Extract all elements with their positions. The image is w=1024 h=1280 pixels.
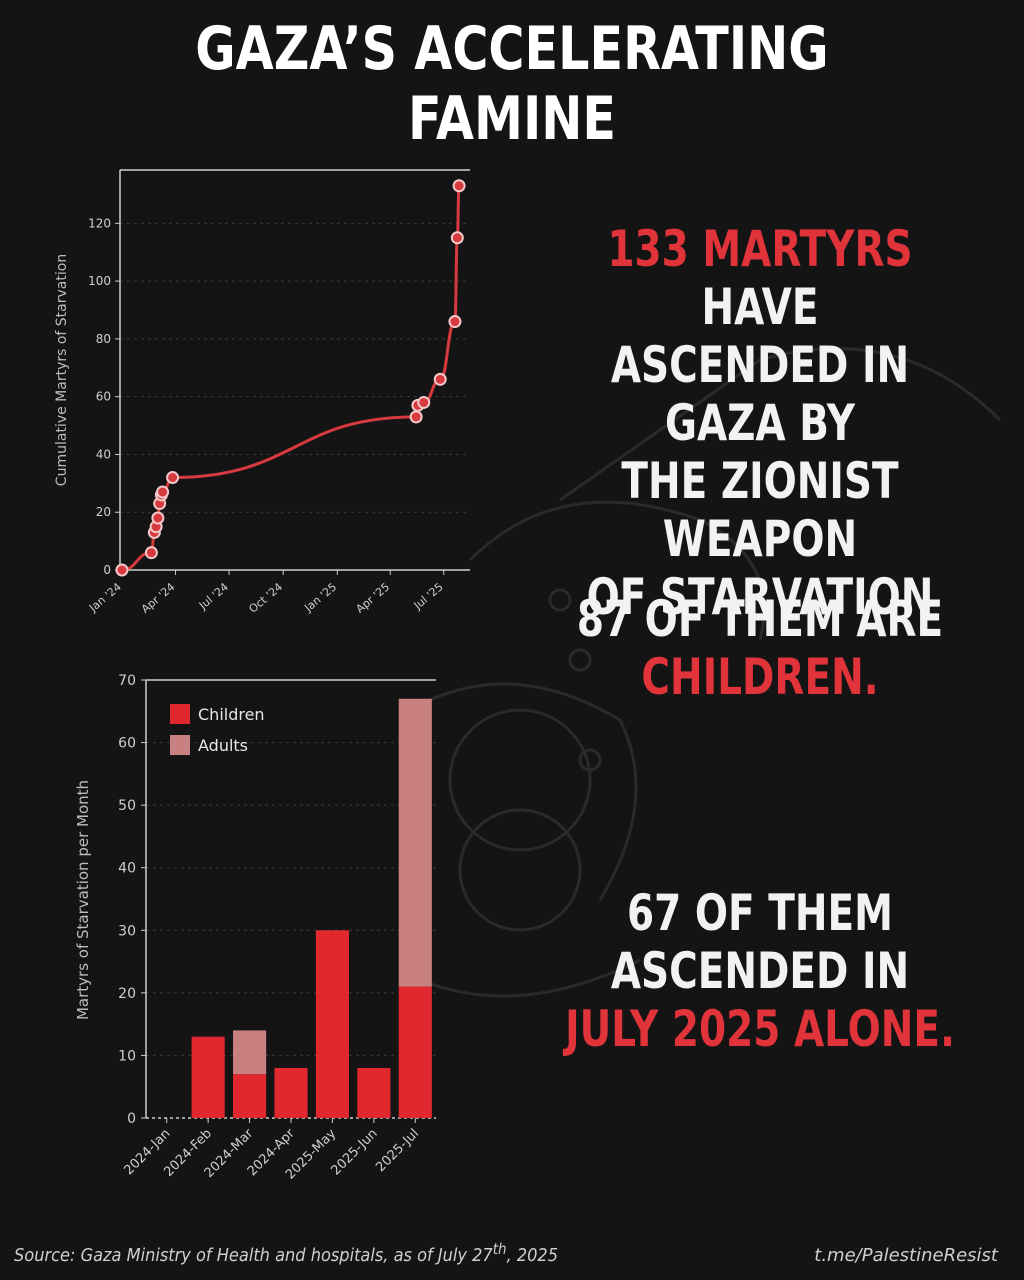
telegram-handle[interactable]: t.me/PalestineResist: [814, 1245, 998, 1266]
bar-chart-bars: [191, 698, 432, 1118]
statement-total-line1-rest: HAVE: [701, 278, 819, 336]
bar-chart-y-tick-label: 60: [118, 736, 136, 752]
bar-chart-y-tick-label: 0: [127, 1111, 136, 1127]
line-chart-point: [166, 471, 180, 485]
bar-chart-x-ticks: 2024-Jan2024-Feb2024-Mar2024-Apr2025-May…: [122, 1118, 422, 1183]
bar-children-2025-may: [315, 930, 349, 1118]
bar-adults-2024-mar: [233, 1030, 267, 1075]
bar-chart-y-tick-label: 10: [118, 1048, 136, 1064]
line-chart-point: [448, 315, 462, 329]
legend-label-children: Children: [198, 705, 265, 724]
page-title: GAZA’S ACCELERATING FAMINE: [195, 14, 829, 154]
legend-swatch-children: [170, 704, 190, 724]
source-note: Source: Gaza Ministry of Health and hosp…: [14, 1240, 558, 1266]
line-chart-y-tick-label: 40: [96, 447, 111, 461]
line-chart-y-ticks: 0 20 40 60 80 100 120: [88, 216, 120, 577]
statement-children: 87 OF THEM ARE CHILDREN.: [557, 590, 963, 706]
statement-july-highlight: JULY 2025 ALONE.: [565, 1000, 955, 1058]
line-chart-point: [151, 511, 165, 525]
line-chart-y-tick-label: 0: [103, 563, 111, 577]
bar-chart-y-tick-label: 70: [118, 673, 136, 689]
line-chart-y-tick-label: 120: [88, 216, 111, 230]
cumulative-line-chart: 0 20 40 60 80 100 120 Jan '24 Apr '24 Jul '24 Oct…: [54, 169, 470, 616]
bar-chart-y-tick-label: 50: [118, 798, 136, 814]
statement-total-highlight: 133 MARTYRS: [607, 220, 913, 278]
line-chart-y-tick-label: 100: [88, 274, 111, 288]
line-chart-point: [417, 395, 431, 409]
bar-chart-y-tick-label: 20: [118, 986, 136, 1002]
legend-swatch-adults: [170, 735, 190, 755]
bar-children-2024-feb: [191, 1036, 225, 1118]
bar-adults-2025-jul: [398, 698, 432, 987]
statement-july-line2: ASCENDED IN: [610, 942, 910, 1000]
line-chart-point: [450, 231, 464, 245]
statement-total-line2: ASCENDED IN GAZA BY: [610, 336, 910, 452]
line-chart-points: [115, 179, 466, 577]
bar-chart-y-tick-label: 30: [118, 923, 136, 939]
line-chart-point: [452, 179, 466, 193]
line-chart-x-tick-label: Oct '24: [246, 580, 285, 615]
source-suffix: , 2025: [506, 1245, 559, 1266]
line-chart-y-tick-label: 20: [96, 505, 111, 519]
statement-children-highlight: CHILDREN.: [641, 648, 879, 706]
bar-chart-x-tick-label: 2025-Jul: [373, 1126, 422, 1175]
bar-chart-legend: Children Adults: [170, 704, 265, 755]
line-chart-grid: [120, 222, 470, 513]
bar-children-2025-jul: [398, 986, 432, 1118]
source-text: Source: Gaza Ministry of Health and hosp…: [14, 1245, 493, 1266]
line-chart-y-tick-label: 60: [96, 390, 111, 404]
line-chart-x-ticks: Jan '24 Apr '24 Jul '24 Oct '24 Jan '25 Apr '…: [86, 570, 446, 616]
statement-total-line4: OF STARVATION: [586, 568, 934, 626]
bar-children-2025-jun: [357, 1067, 391, 1118]
bar-chart-y-ticks: 0 10 20 30 40 50 60 70: [118, 673, 146, 1127]
statement-july-line1: 67 OF THEM: [627, 884, 893, 942]
statement-july: 67 OF THEM ASCENDED IN JULY 2025 ALONE.: [557, 884, 963, 1058]
line-chart-point: [156, 485, 170, 499]
bar-chart-ylabel: Martyrs of Starvation per Month: [74, 780, 92, 1020]
line-chart-point: [433, 372, 447, 386]
line-chart-y-tick-label: 80: [96, 332, 111, 346]
line-chart-x-tick-label: Jan '25: [301, 580, 339, 615]
monthly-bar-chart: 0 10 20 30 40 50 60 70 2024-Jan2024-Feb2024-Mar…: [74, 673, 436, 1183]
bar-children-2024-apr: [274, 1067, 308, 1118]
statement-total: 133 MARTYRS HAVE ASCENDED IN GAZA BY THE…: [557, 220, 963, 626]
line-chart-x-tick-label: Jul '25: [411, 580, 446, 612]
line-chart-point: [115, 563, 129, 577]
line-chart-x-tick-label: Apr '24: [139, 580, 178, 615]
line-chart-x-tick-label: Apr '25: [354, 580, 393, 615]
bar-chart-grid: [146, 742, 436, 1056]
bar-chart-y-tick-label: 40: [118, 861, 136, 877]
bar-children-2024-mar: [233, 1074, 267, 1118]
line-chart-x-tick-label: Jul '24: [196, 580, 231, 612]
legend-label-adults: Adults: [198, 736, 248, 755]
line-chart-point: [144, 546, 158, 560]
line-chart-x-tick-label: Jan '24: [86, 580, 124, 615]
source-superscript: th: [492, 1240, 507, 1258]
statement-children-line1: 87 OF THEM ARE: [576, 590, 944, 648]
statement-total-line3: THE ZIONIST WEAPON: [621, 452, 899, 568]
line-chart-ylabel: Cumulative Martyrs of Starvation: [54, 254, 70, 486]
line-chart-point: [409, 410, 423, 424]
